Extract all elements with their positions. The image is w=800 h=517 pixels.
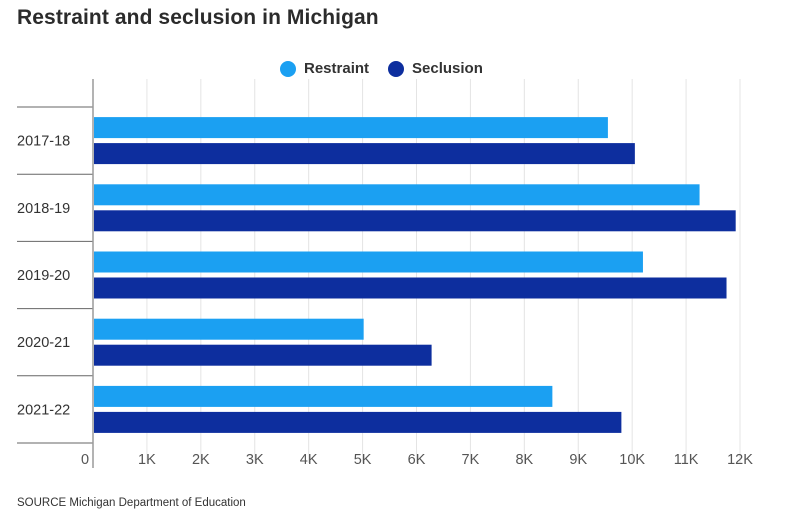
legend-item-seclusion: Seclusion <box>388 60 483 77</box>
legend-item-restraint: Restraint <box>280 60 369 77</box>
x-tick-label: 9K <box>569 452 587 468</box>
bar-restraint-2020-21 <box>94 318 364 340</box>
x-tick-label: 7K <box>462 452 480 468</box>
bar-seclusion-2018-19 <box>94 210 736 232</box>
bar-seclusion-2019-20 <box>94 277 727 299</box>
legend-label-restraint: Restraint <box>304 60 370 77</box>
y-tick-label: 2018-19 <box>17 201 70 217</box>
x-tick-label: 8K <box>515 452 533 468</box>
bar-seclusion-2020-21 <box>94 344 432 366</box>
x-tick-label: 6K <box>408 452 426 468</box>
y-tick-label: 2020-21 <box>17 335 70 351</box>
x-tick-label: 4K <box>300 452 318 468</box>
legend: Restraint Seclusion <box>0 60 800 82</box>
bar-restraint-2019-20 <box>94 251 643 273</box>
legend-swatch-seclusion <box>388 60 404 77</box>
y-tick-label: 2021-22 <box>17 402 70 418</box>
bar-seclusion-2021-22 <box>94 411 622 433</box>
x-tick-label: 3K <box>246 452 264 468</box>
bar-seclusion-2017-18 <box>94 143 635 165</box>
y-tick-label: 2019-20 <box>17 268 70 284</box>
source-note: SOURCE Michigan Department of Education <box>17 497 246 509</box>
bar-restraint-2017-18 <box>94 117 608 139</box>
x-tick-label: 10K <box>619 452 645 468</box>
legend-label-seclusion: Seclusion <box>412 60 483 77</box>
bar-restraint-2021-22 <box>94 385 553 407</box>
x-tick-label: 5K <box>354 452 372 468</box>
x-tick-label: 0 <box>81 452 89 468</box>
x-tick-label: 2K <box>192 452 210 468</box>
x-tick-label: 11K <box>674 452 699 468</box>
chart-title: Restraint and seclusion in Michigan <box>17 6 379 29</box>
legend-swatch-restraint <box>280 60 296 77</box>
x-tick-label: 1K <box>138 452 156 468</box>
x-tick-label: 12K <box>727 452 753 468</box>
bar-restraint-2018-19 <box>94 184 700 206</box>
y-tick-label: 2017-18 <box>17 134 70 150</box>
